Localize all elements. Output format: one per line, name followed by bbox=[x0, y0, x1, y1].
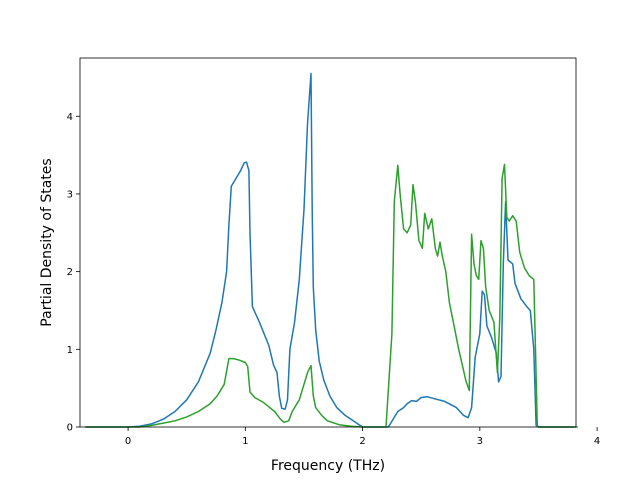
series-line-2 bbox=[85, 163, 578, 428]
x-tick-label: 0 bbox=[125, 436, 131, 447]
x-tick-label: 4 bbox=[594, 436, 600, 447]
y-tick-label: 4 bbox=[67, 112, 73, 123]
x-tick-label: 1 bbox=[242, 436, 248, 447]
y-tick-label: 0 bbox=[67, 423, 73, 434]
x-tick-label: 3 bbox=[477, 436, 483, 447]
y-tick-label: 3 bbox=[67, 189, 73, 200]
y-axis-label: Partial Density of States bbox=[39, 158, 55, 326]
ticks-layer: 0 1 2 3 4 0 1 2 3 4 bbox=[67, 112, 601, 447]
x-axis-label: Frequency (THz) bbox=[271, 458, 385, 474]
series-layer bbox=[85, 72, 578, 428]
x-tick-label: 2 bbox=[359, 436, 365, 447]
y-tick-label: 2 bbox=[67, 267, 73, 278]
y-tick-label: 1 bbox=[67, 345, 73, 356]
plot-frame bbox=[79, 57, 577, 428]
